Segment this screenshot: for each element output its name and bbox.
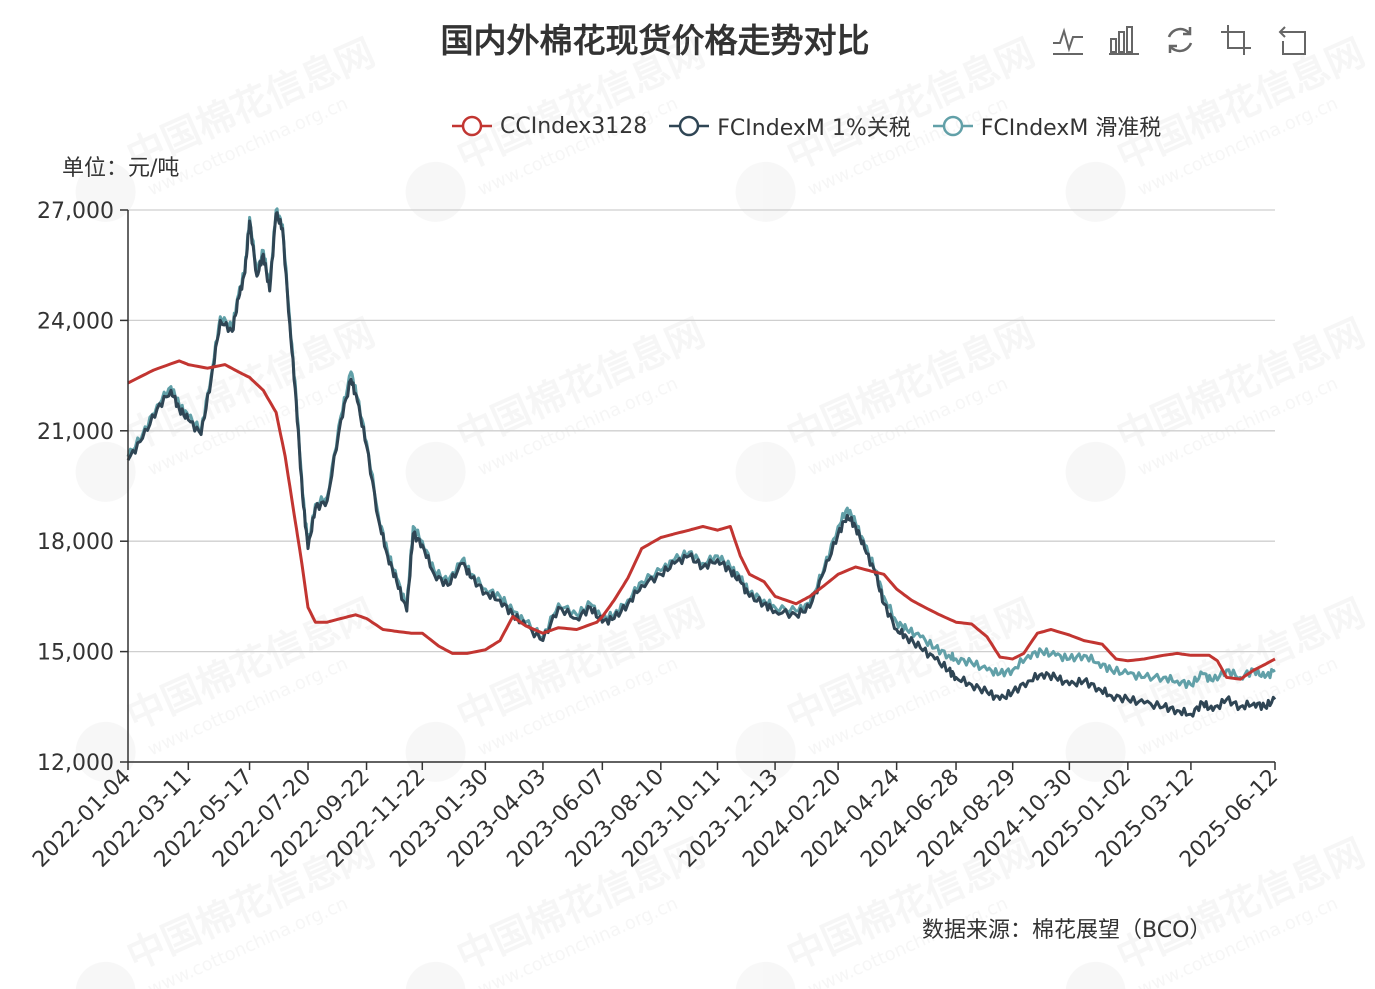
series-line-2 [126,207,1276,689]
watermark-logo-icon [405,721,466,782]
chart-legend: CCIndex3128 FCIndexM 1%关税 FCIndexM 滑准税 [452,110,1161,142]
restore-icon[interactable] [1162,22,1198,58]
series-line-1 [126,211,1277,718]
chart-title: 国内外棉花现货价格走势对比 [440,21,870,60]
legend-item-fcindex-sliding[interactable]: FCIndexM 滑准税 [932,110,1162,142]
bar-chart-icon[interactable] [1106,22,1142,58]
watermark-logo-icon [75,961,136,989]
zoom-icon[interactable] [1218,22,1254,58]
legend-label-ccindex: CCIndex3128 [500,113,648,139]
watermark-logo-icon [1065,961,1126,989]
legend-item-ccindex[interactable]: CCIndex3128 [452,111,647,141]
y-tick-label: 12,000 [37,751,114,776]
watermark-logo-icon [735,161,796,222]
data-source-note: 数据来源：棉花展望（BCO） [922,918,1212,943]
watermark-logo-icon [405,441,466,502]
watermark-logo-icon [735,441,796,502]
legend-item-fcindex-1pct[interactable]: FCIndexM 1%关税 [669,110,911,142]
y-axis-unit: 单位：元/吨 [62,150,179,182]
line-chart-icon[interactable] [1050,22,1086,58]
watermark-logo-icon [405,161,466,222]
legend-label-fcindex-sliding: FCIndexM 滑准税 [980,116,1162,141]
watermark-logo-icon [75,441,136,502]
watermark-logo-icon [1065,161,1126,222]
series-layer [126,207,1277,718]
zoom-reset-icon[interactable] [1274,22,1310,58]
watermark-logo-icon [405,961,466,989]
watermark-logo-icon [75,161,136,222]
watermark-logo-icon [735,961,796,989]
y-tick-label: 27,000 [37,199,114,224]
watermark-logo-icon [1065,721,1126,782]
y-tick-label: 18,000 [37,530,114,555]
legend-label-fcindex-1pct: FCIndexM 1%关税 [717,116,911,141]
y-tick-label: 21,000 [37,420,114,445]
legend-swatch-fcindex-sliding [932,115,973,137]
watermark-logo-icon [75,721,136,782]
legend-swatch-fcindex-1pct [669,115,710,137]
chart-toolbar [1050,22,1310,58]
y-tick-label: 24,000 [37,309,114,334]
watermark-logo-icon [1065,441,1126,502]
series-line-0 [127,359,1276,681]
watermark-logo-icon [735,721,796,782]
y-tick-label: 15,000 [37,641,114,666]
legend-swatch-ccindex [452,115,492,137]
